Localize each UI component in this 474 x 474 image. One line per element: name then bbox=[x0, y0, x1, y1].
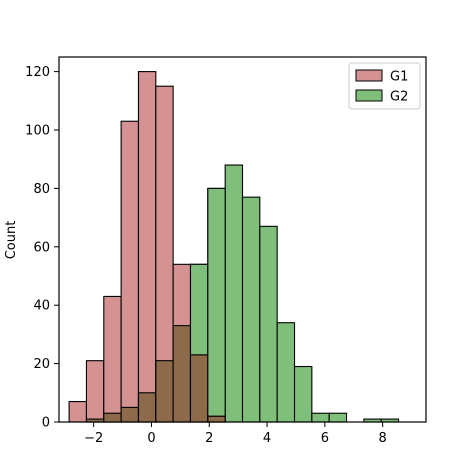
overlap-bar-2 bbox=[103, 412, 122, 423]
g1-bar-4 bbox=[137, 71, 157, 423]
overlap-bar-5 bbox=[155, 360, 174, 423]
g2-bar-9 bbox=[241, 196, 261, 423]
g2-bar-14 bbox=[328, 412, 348, 423]
x-axis-ticks: −2 0 2 4 6 8 bbox=[84, 422, 387, 446]
x-tick-label: −2 bbox=[84, 431, 103, 446]
g2-bar-13 bbox=[311, 412, 330, 423]
x-tick-label: 8 bbox=[379, 431, 387, 446]
g1-bar-0 bbox=[68, 401, 88, 423]
axes-frame bbox=[58, 56, 427, 423]
y-tick-label: 0 bbox=[42, 416, 50, 431]
g2-bar-top-7 bbox=[189, 263, 209, 356]
overlap-bar-6 bbox=[172, 325, 192, 423]
overlap-bar-7 bbox=[189, 354, 209, 423]
g1-bar-3 bbox=[120, 120, 140, 423]
series-g1-bars bbox=[68, 71, 226, 423]
g2-bar-top-8 bbox=[207, 187, 226, 417]
y-axis-label: Count bbox=[4, 221, 19, 260]
overlap-bar-8 bbox=[207, 415, 226, 423]
overlap-bar-3 bbox=[120, 406, 140, 423]
y-tick-label: 100 bbox=[25, 124, 50, 139]
legend-swatch-g1 bbox=[355, 69, 383, 82]
overlap-bar-4 bbox=[137, 392, 157, 423]
g1-bar-2 bbox=[103, 295, 122, 423]
g2-bar-11 bbox=[276, 322, 296, 423]
legend-label-g2: G2 bbox=[390, 90, 408, 105]
x-tick-label: 0 bbox=[147, 431, 155, 446]
y-tick-label: 120 bbox=[25, 65, 50, 80]
g1-bar-1 bbox=[85, 360, 105, 423]
y-axis-ticks: 0 20 40 60 80 100 120 bbox=[25, 65, 59, 431]
y-tick-label: 20 bbox=[33, 357, 50, 372]
x-tick-label: 6 bbox=[321, 431, 329, 446]
x-tick-label: 2 bbox=[205, 431, 213, 446]
g2-bar-12 bbox=[293, 365, 313, 423]
x-tick-label: 4 bbox=[263, 431, 271, 446]
g2-bar-8 bbox=[224, 164, 244, 423]
legend-swatch-g2 bbox=[355, 89, 383, 102]
y-tick-label: 40 bbox=[33, 299, 50, 314]
g2-bar-10 bbox=[259, 225, 278, 423]
plot-frame bbox=[58, 56, 427, 423]
y-tick-label: 80 bbox=[33, 182, 50, 197]
legend-label-g1: G1 bbox=[390, 70, 408, 85]
y-tick-label: 60 bbox=[33, 240, 50, 255]
